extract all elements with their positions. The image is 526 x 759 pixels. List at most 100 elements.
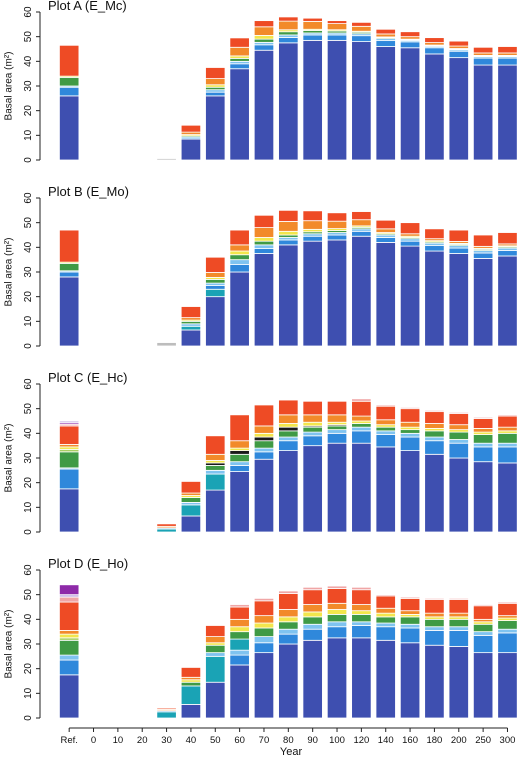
- bar-segment-grey: [107, 345, 129, 347]
- bar-segment-pink: [326, 585, 348, 589]
- bar-segment-orange: [448, 424, 469, 431]
- bar-30: [156, 342, 177, 347]
- bar-segment-yellow: [59, 633, 80, 639]
- y-tick-label: 10: [23, 501, 34, 513]
- y-tick-label: 30: [23, 638, 34, 650]
- y-tick-label: 10: [23, 315, 34, 327]
- bar-segment-grey: [107, 159, 129, 161]
- bar-segment-yellow: [302, 421, 323, 427]
- bar-segment-black: [253, 436, 275, 442]
- bar-segment-grey: [83, 159, 104, 161]
- bar-segment-navy: [424, 250, 445, 347]
- bar-20: [132, 159, 153, 161]
- bar-segment-redorange: [278, 593, 299, 610]
- bar-segment-navy: [59, 95, 80, 161]
- bar-segment-lightblue: [302, 623, 323, 630]
- bar-segment-green: [278, 621, 299, 630]
- bar-segment-redorange: [59, 44, 80, 77]
- bar-segment-redorange: [59, 425, 80, 445]
- bar-80: [278, 590, 299, 719]
- bar-segment-redorange: [424, 599, 445, 614]
- bar-segment-redorange: [326, 588, 348, 604]
- bar-segment-lightblue: [229, 259, 250, 265]
- bar-segment-green: [302, 616, 323, 625]
- bar-segment-orange: [229, 46, 250, 57]
- bar-segment-navy: [448, 253, 469, 347]
- bar-segment-yellow: [375, 612, 396, 618]
- bar-segment-redorange: [326, 400, 348, 416]
- bar-60: [229, 229, 250, 347]
- bar-segment-orange: [497, 426, 518, 432]
- bar-120: [351, 586, 372, 719]
- bar-segment-blue: [424, 245, 445, 252]
- x-tick-label: 70: [259, 735, 270, 746]
- bar-segment-redorange: [424, 411, 445, 424]
- bar-segment-pink: [448, 597, 469, 600]
- bar-segment-navy: [472, 64, 494, 161]
- bar-segment-pink: [375, 404, 396, 407]
- bar-70: [253, 597, 275, 719]
- bar-segment-navy: [253, 652, 275, 719]
- bar-segment-navy: [424, 53, 445, 161]
- bar-segment-orange: [375, 419, 396, 426]
- bar-30: [156, 158, 177, 161]
- y-tick-label: 0: [23, 157, 34, 163]
- bar-segment-blue: [326, 432, 348, 444]
- bar-segment-navy: [351, 41, 372, 161]
- bar-segment-redorange: [448, 599, 469, 614]
- bar-segment-redorange: [253, 404, 275, 427]
- bar-segment-blue: [278, 239, 299, 246]
- bar-segment-green: [59, 262, 80, 272]
- bar-segment-blue: [424, 440, 445, 455]
- bar-segment-navy: [351, 637, 372, 719]
- bar-segment-redorange: [497, 602, 518, 617]
- bar-segment-navy: [326, 39, 348, 161]
- bar-segment-blue: [205, 91, 226, 97]
- bar-segment-yellow: [351, 610, 372, 615]
- y-axis-label: Basal area (m²): [4, 238, 15, 307]
- bar-segment-navy: [302, 240, 323, 347]
- bar-segment-blue: [497, 632, 518, 654]
- bar-segment-redorange: [278, 16, 299, 22]
- bar-segment-navy: [497, 652, 518, 719]
- bar-segment-lavender: [59, 420, 80, 424]
- bar-0: [83, 345, 104, 347]
- bar-segment-lightblue: [497, 442, 518, 448]
- bar-segment-blue: [448, 630, 469, 647]
- bar-segment-navy: [326, 442, 348, 533]
- bar-50: [205, 256, 226, 347]
- bar-segment-pink: [448, 411, 469, 415]
- bar-segment-navy: [229, 271, 250, 347]
- bar-segment-lightblue: [351, 621, 372, 626]
- bar-segment-lightblue: [278, 628, 299, 635]
- bar-segment-lightblue: [253, 636, 275, 644]
- bar-segment-orange: [229, 618, 250, 628]
- bar-segment-navy: [253, 458, 275, 533]
- bar-segment-orange: [205, 272, 226, 278]
- bar-segment-lightblue: [399, 432, 421, 438]
- bar-segment-navy: [351, 235, 372, 347]
- bar-segment-redorange: [472, 46, 494, 54]
- bar-segment-lightblue: [253, 447, 275, 453]
- bar-segment-green: [497, 620, 518, 630]
- bar-segment-grey: [83, 531, 104, 533]
- bar-segment-redorange: [302, 589, 323, 605]
- bar-20: [132, 345, 153, 347]
- bar-segment-navy: [180, 704, 202, 719]
- bar-segment-blue: [302, 34, 323, 41]
- bar-segment-redorange: [375, 595, 396, 609]
- bar-segment-orange: [253, 227, 275, 238]
- bar-segment-green: [399, 616, 421, 625]
- bar-segment-teal: [180, 685, 202, 705]
- y-tick-label: 30: [23, 80, 34, 92]
- bar-segment-grey: [132, 531, 153, 533]
- x-tick-label: 90: [307, 735, 318, 746]
- bar-segment-navy: [448, 457, 469, 533]
- y-tick-label: 60: [23, 564, 34, 576]
- x-tick-label: 40: [186, 735, 197, 746]
- bar-segment-blue: [497, 57, 518, 66]
- y-tick-label: 20: [23, 105, 34, 117]
- bar-segment-blue: [448, 442, 469, 459]
- bar-segment-grey: [132, 717, 153, 719]
- y-tick-label: 20: [23, 291, 34, 303]
